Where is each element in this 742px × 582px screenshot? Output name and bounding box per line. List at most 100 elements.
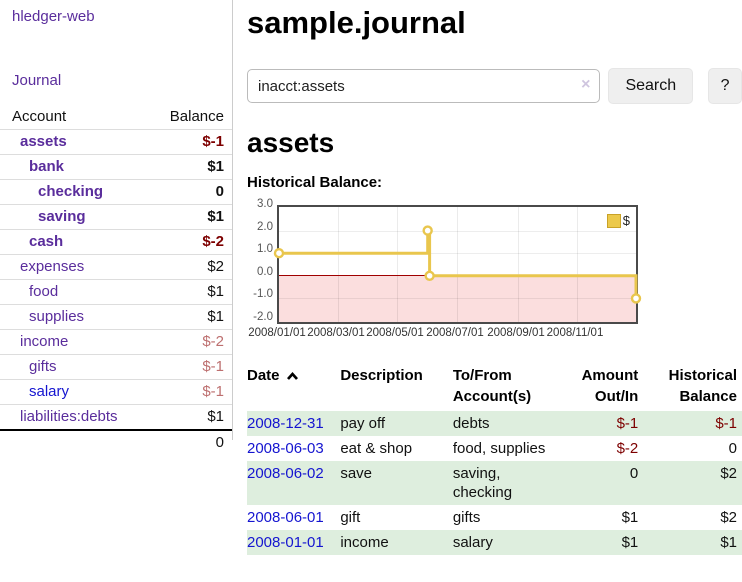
transaction-balance: $-1 xyxy=(715,415,737,432)
x-tick-label: 2008/09/01 xyxy=(487,327,545,339)
legend-label: $ xyxy=(622,213,630,228)
account-balance: $1 xyxy=(151,304,232,330)
transaction-date-link[interactable]: 2008-01-01 xyxy=(247,534,324,551)
account-link-bank[interactable]: bank xyxy=(29,158,65,175)
x-tick-label: 2008/11/01 xyxy=(546,327,604,339)
clear-search-icon[interactable]: × xyxy=(581,76,591,93)
account-balance: 0 xyxy=(151,179,232,205)
account-link-expenses[interactable]: expenses xyxy=(20,258,85,275)
x-tick-label: 2008/01/01 xyxy=(248,327,306,339)
transaction-accounts: salary xyxy=(452,534,493,551)
accounts-header-account: Account xyxy=(12,108,67,125)
historical-balance-header: Historical Balance xyxy=(668,367,737,405)
accounts-header-row: Account Balance xyxy=(0,106,232,130)
account-row: checking 0 xyxy=(0,179,232,205)
register-row: 2008-12-31 pay off debts $-1 $-1 xyxy=(247,411,742,436)
x-tick-label: 2008/03/01 xyxy=(307,327,365,339)
account-link-assets[interactable]: assets xyxy=(20,133,67,150)
account-row: saving $1 xyxy=(0,204,232,230)
account-link-cash[interactable]: cash xyxy=(29,233,64,250)
accounts-header-balance: Balance xyxy=(169,108,224,125)
account-balance: $-1 xyxy=(151,379,232,405)
legend-swatch-icon xyxy=(606,213,621,228)
search-input[interactable] xyxy=(247,69,601,103)
account-link-gifts[interactable]: gifts xyxy=(29,358,57,375)
help-button[interactable]: ? xyxy=(708,68,742,104)
account-row: salary $-1 xyxy=(0,379,232,405)
account-balance: $1 xyxy=(151,404,232,430)
search-button[interactable]: Search xyxy=(608,68,694,104)
gridline xyxy=(279,253,636,254)
y-tick-label: -1.0 xyxy=(253,288,273,300)
account-link-salary[interactable]: salary xyxy=(29,383,70,400)
register-row: 2008-01-01 income salary $1 $1 xyxy=(247,530,742,555)
account-link-food[interactable]: food xyxy=(29,283,59,300)
gridline xyxy=(518,207,519,322)
account-balance: $2 xyxy=(151,254,232,280)
y-tick-label: 3.0 xyxy=(257,198,273,210)
register-row: 2008-06-02 save saving, checking 0 $2 xyxy=(247,461,742,505)
accounts-total-balance: 0 xyxy=(151,429,232,455)
x-tick-label: 2008/05/01 xyxy=(366,327,424,339)
transaction-amount: $-1 xyxy=(616,415,639,432)
account-balance: $-1 xyxy=(151,354,232,380)
transaction-balance: $2 xyxy=(720,509,737,526)
transaction-description: save xyxy=(340,465,372,482)
y-tick-label: -2.0 xyxy=(253,311,273,323)
account-balance: $-2 xyxy=(151,329,232,355)
account-balance: $-1 xyxy=(151,129,232,155)
sidebar: hledger-web Journal Account Balance asse… xyxy=(0,0,233,455)
account-link-liabilities-debts[interactable]: liabilities:debts xyxy=(20,408,118,425)
transaction-accounts: debts xyxy=(452,415,490,432)
sort-ascending-icon xyxy=(286,365,299,386)
account-row: assets $-1 xyxy=(0,129,232,155)
transaction-amount: 0 xyxy=(629,465,639,482)
transaction-description: gift xyxy=(340,509,361,526)
account-row: supplies $1 xyxy=(0,304,232,330)
account-balance: $1 xyxy=(151,204,232,230)
transaction-accounts: food, supplies xyxy=(452,440,546,457)
x-tick-label: 2008/07/01 xyxy=(426,327,484,339)
transaction-date-link[interactable]: 2008-06-03 xyxy=(247,440,324,457)
account-link-checking[interactable]: checking xyxy=(38,183,104,200)
register-header-row: Date Description To/From Account(s) Amou… xyxy=(247,363,742,411)
gridline xyxy=(279,298,636,299)
transaction-accounts: saving, checking xyxy=(452,465,513,501)
y-tick-label: 0.0 xyxy=(257,266,273,278)
negative-region xyxy=(279,276,636,322)
account-link-supplies[interactable]: supplies xyxy=(29,308,85,325)
page-title: sample.journal xyxy=(247,5,466,40)
account-link-income[interactable]: income xyxy=(20,333,69,350)
transaction-date-link[interactable]: 2008-06-02 xyxy=(247,465,324,482)
transaction-amount: $-2 xyxy=(616,440,639,457)
transaction-date-link[interactable]: 2008-12-31 xyxy=(247,415,324,432)
sort-by-date-header[interactable]: Date xyxy=(247,363,340,411)
register-table: Date Description To/From Account(s) Amou… xyxy=(247,363,742,555)
transaction-description: income xyxy=(340,534,389,551)
transaction-date-link[interactable]: 2008-06-01 xyxy=(247,509,324,526)
accounts-total-row: 0 xyxy=(0,429,232,455)
transaction-amount: $1 xyxy=(621,534,639,551)
account-row: liabilities:debts $1 xyxy=(0,404,232,430)
gridline xyxy=(397,207,398,322)
gridline xyxy=(338,207,339,322)
account-row: income $-2 xyxy=(0,329,232,355)
account-row: gifts $-1 xyxy=(0,354,232,380)
description-header: Description xyxy=(340,367,423,384)
register-row: 2008-06-01 gift gifts $1 $2 xyxy=(247,505,742,530)
accounts-table: Account Balance assets $-1 bank $1 check… xyxy=(0,106,232,455)
account-balance: $-2 xyxy=(151,229,232,255)
account-heading: assets xyxy=(247,127,335,158)
sidebar-item-journal[interactable]: Journal xyxy=(12,72,62,89)
account-row: bank $1 xyxy=(0,154,232,180)
transaction-accounts: gifts xyxy=(452,509,481,526)
account-row: expenses $2 xyxy=(0,254,232,280)
main-content: sample.journal × Search ? assets Histori… xyxy=(247,0,742,555)
account-row: food $1 xyxy=(0,279,232,305)
tofrom-accounts-header: To/From Account(s) xyxy=(452,367,532,405)
app-brand-link[interactable]: hledger-web xyxy=(12,8,95,25)
gridline xyxy=(279,231,636,232)
register-row: 2008-06-03 eat & shop food, supplies $-2… xyxy=(247,436,742,461)
y-tick-label: 1.0 xyxy=(257,243,273,255)
account-link-saving[interactable]: saving xyxy=(38,208,86,225)
